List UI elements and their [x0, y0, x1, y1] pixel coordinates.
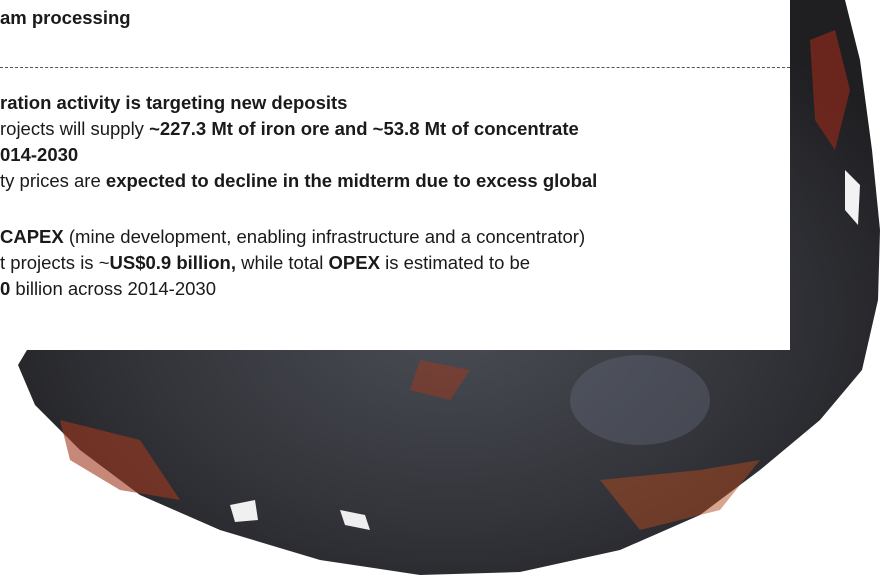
text-run: US$0.9 billion, [110, 252, 236, 273]
bullet-line: 0 billion across 2014-2030 [0, 278, 216, 300]
heading: am processing [0, 7, 131, 29]
bullet-line: t projects is ~US$0.9 billion, while tot… [0, 252, 530, 274]
text-run: rojects will supply [0, 118, 149, 139]
text-run: while total [236, 252, 329, 273]
bullet-line: CAPEX (mine development, enabling infras… [0, 226, 585, 248]
text-run: expected to decline in the midterm due t… [106, 170, 597, 191]
bullet-line: 014-2030 [0, 144, 78, 166]
text-run: 0 [0, 278, 10, 299]
page: {"slide": { "heading": [{"text": "am pro… [0, 0, 889, 581]
rock-highlight [570, 355, 710, 445]
text-run: ration activity is targeting new deposit… [0, 92, 347, 113]
text-run: ty prices are [0, 170, 106, 191]
text-run: (mine development, enabling infrastructu… [64, 226, 585, 247]
bullet-line: rojects will supply ~227.3 Mt of iron or… [0, 118, 579, 140]
text-run: ~227.3 Mt of iron ore and ~53.8 Mt of co… [149, 118, 579, 139]
text-run: is estimated to be [380, 252, 530, 273]
text-run: billion across 2014-2030 [10, 278, 216, 299]
text-run: am processing [0, 7, 131, 28]
text-run: CAPEX [0, 226, 64, 247]
divider [0, 67, 790, 68]
text-run: 014-2030 [0, 144, 78, 165]
bullet-line: ty prices are expected to decline in the… [0, 170, 597, 192]
bullet-line: ration activity is targeting new deposit… [0, 92, 347, 114]
text-run: t projects is ~ [0, 252, 110, 273]
text-run: OPEX [329, 252, 380, 273]
